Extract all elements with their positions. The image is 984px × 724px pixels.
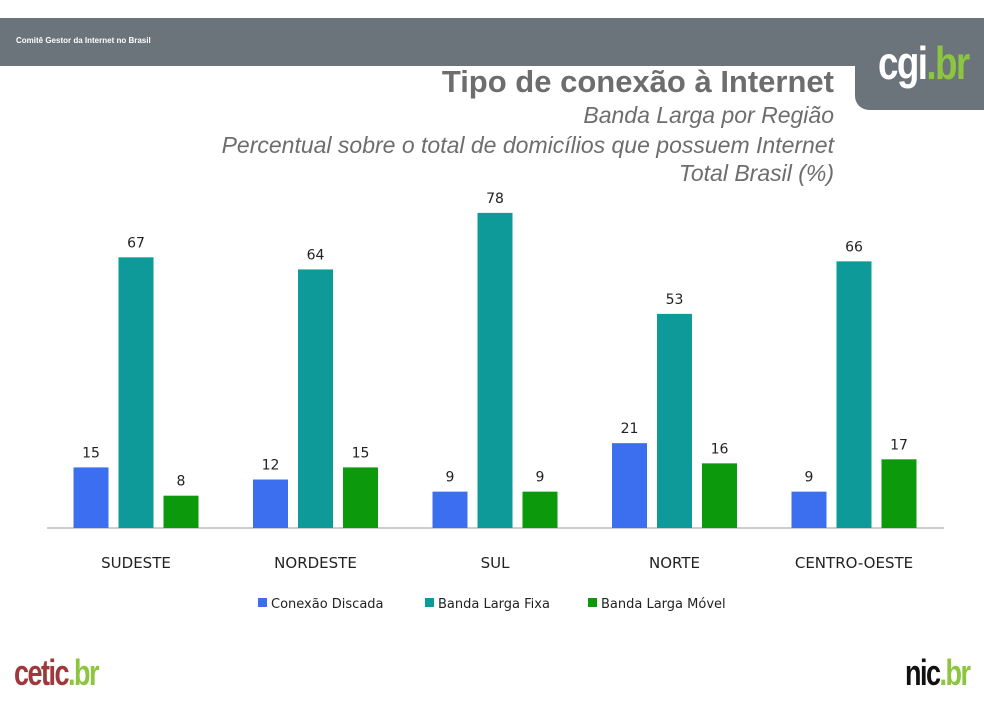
cgi-logo: cgi.br (878, 37, 970, 89)
chart-title: Tipo de conexão à Internet (441, 64, 834, 99)
nic-logo: nic.br (905, 652, 971, 693)
data-label: 9 (805, 470, 814, 486)
bar (702, 463, 737, 528)
subtitle-1: Banda Larga por Região (583, 102, 834, 128)
legend-label: Conexão Discada (271, 597, 384, 612)
x-tick-label: NORTE (649, 554, 700, 572)
subtitle-2: Percentual sobre o total de domicílios q… (221, 132, 834, 158)
data-label: 67 (127, 235, 145, 251)
bar (73, 467, 109, 528)
bar (298, 269, 333, 528)
header-bar (0, 18, 984, 66)
data-label: 78 (486, 191, 504, 207)
legend-label: Banda Larga Fixa (438, 597, 550, 612)
data-label: 8 (177, 474, 186, 490)
bar (343, 467, 378, 528)
data-label: 64 (307, 247, 325, 263)
header-logo-tab (855, 60, 984, 110)
legend-swatch (588, 598, 597, 607)
data-label: 17 (890, 437, 908, 453)
bar (522, 491, 558, 528)
data-label: 66 (845, 239, 863, 255)
bar (163, 495, 199, 528)
org-name: Comitê Gestor da Internet no Brasil (16, 36, 151, 45)
bar (836, 261, 872, 528)
x-tick-label: SUL (481, 554, 511, 572)
data-label: 15 (352, 445, 370, 461)
bar (881, 459, 917, 528)
bar (253, 479, 288, 528)
data-label: 9 (536, 470, 545, 486)
bar (432, 491, 468, 528)
bar (118, 257, 154, 528)
data-label: 16 (711, 441, 729, 457)
cetic-logo: cetic.br (14, 652, 100, 693)
subtitle-3: Total Brasil (%) (678, 160, 834, 186)
data-label: 15 (82, 445, 100, 461)
bar (791, 491, 827, 528)
data-label: 12 (262, 458, 280, 474)
data-label: 21 (621, 421, 639, 437)
x-tick-label: SUDESTE (101, 554, 171, 572)
bar (657, 313, 692, 528)
legend-label: Banda Larga Móvel (601, 597, 726, 612)
bar (612, 443, 647, 528)
data-label: 9 (446, 470, 455, 486)
data-label: 53 (666, 292, 684, 308)
legend-swatch (425, 598, 434, 607)
bar (477, 212, 513, 528)
legend-swatch (258, 598, 267, 607)
x-tick-label: CENTRO-OESTE (795, 554, 913, 572)
x-tick-label: NORDESTE (274, 554, 357, 572)
